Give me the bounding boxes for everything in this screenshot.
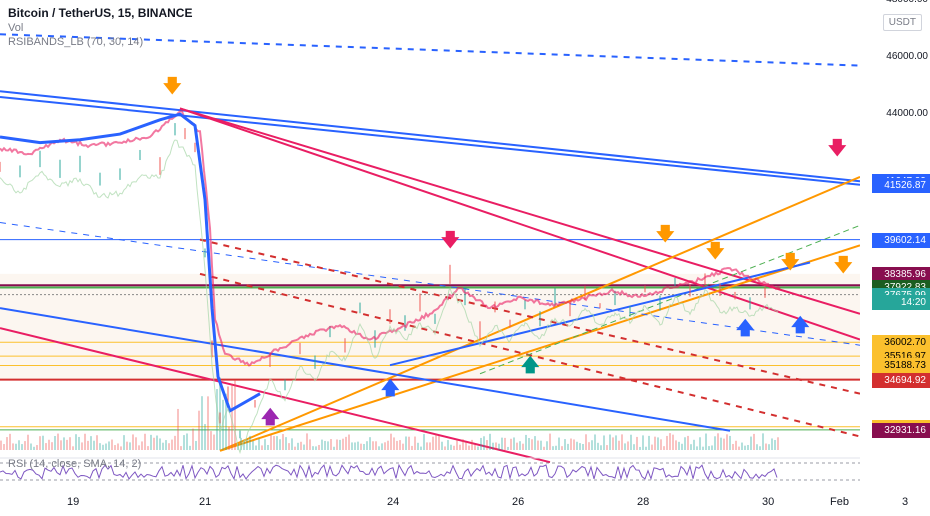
price-tag: 14:20	[872, 295, 930, 310]
up-arrow-icon: 🡅	[521, 353, 540, 383]
up-arrow-icon: 🡅	[791, 313, 810, 343]
currency-badge: USDT	[883, 14, 922, 31]
time-tick: 26	[512, 496, 524, 508]
price-tag: 39602.14	[872, 233, 930, 248]
time-tick: 21	[199, 496, 211, 508]
down-arrow-icon: 🡇	[828, 136, 847, 166]
rsibands-indicator-label: RSIBANDS_LB (70, 30, 14)	[8, 36, 143, 48]
time-tick: Feb	[830, 496, 849, 508]
price-tag: 36002.70	[872, 335, 930, 350]
down-arrow-icon: 🡇	[781, 250, 800, 280]
down-arrow-icon: 🡇	[834, 253, 853, 283]
price-axis: 48000.0046000.0044000.0041647.9941526.87…	[860, 0, 930, 485]
rsi-indicator-label: RSI (14, close, SMA, 14, 2)	[8, 458, 141, 470]
price-tick: 44000.00	[886, 108, 928, 119]
down-arrow-icon: 🡇	[163, 74, 182, 104]
price-tag: 41526.87	[872, 178, 930, 193]
price-tag: 32931.16	[872, 423, 930, 438]
chart-title: Bitcoin / TetherUS, 15, BINANCE	[8, 6, 192, 20]
time-tick: 3	[902, 496, 908, 508]
up-arrow-icon: 🡅	[381, 376, 400, 406]
price-tag: 35188.73	[872, 358, 930, 373]
volume-indicator-label: Vol	[8, 22, 23, 34]
main-chart-svg[interactable]	[0, 0, 860, 485]
up-arrow-icon: 🡅	[261, 405, 280, 435]
price-tag: 34694.92	[872, 373, 930, 388]
time-tick: 24	[387, 496, 399, 508]
down-arrow-icon: 🡇	[441, 228, 460, 258]
down-arrow-icon: 🡇	[706, 239, 725, 269]
down-arrow-icon: 🡇	[656, 222, 675, 252]
up-arrow-icon: 🡅	[736, 316, 755, 346]
time-tick: 30	[762, 496, 774, 508]
time-tick: 19	[67, 496, 79, 508]
time-tick: 28	[637, 496, 649, 508]
time-axis: 192124262830Feb3	[0, 485, 860, 516]
price-tick: 48000.00	[886, 0, 928, 5]
price-tick: 46000.00	[886, 51, 928, 62]
chart-container: Bitcoin / TetherUS, 15, BINANCE Vol RSIB…	[0, 0, 930, 516]
